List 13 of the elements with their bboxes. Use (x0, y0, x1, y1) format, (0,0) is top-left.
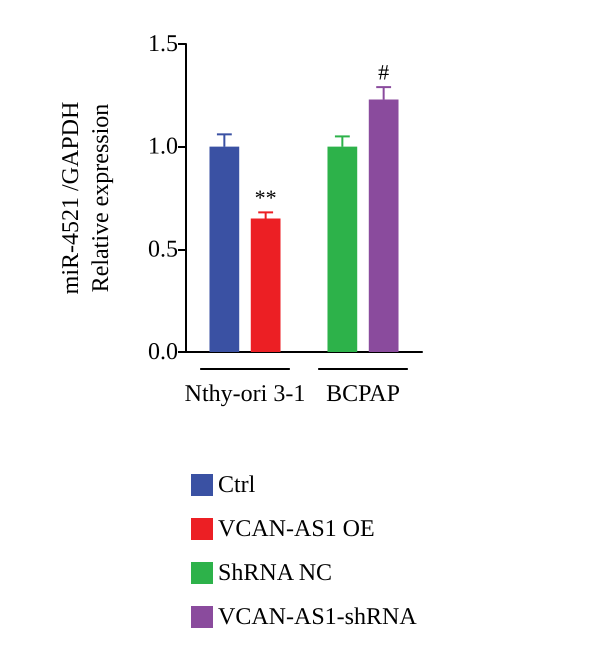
y-axis-title: miR-4521 /GAPDH Relative expression (58, 102, 114, 294)
y-tick-label: 0.5 (148, 236, 178, 262)
y-tick-label: 1.5 (148, 31, 178, 57)
legend-label: ShRNA NC (218, 560, 332, 586)
legend-label: VCAN-AS1 OE (218, 516, 375, 542)
y-tick-label: 1.0 (148, 134, 178, 160)
y-tick-label: 0.0 (148, 339, 178, 365)
data-label: ** (254, 184, 277, 210)
x-tick-label: BCPAP (326, 381, 400, 407)
legend-label: Ctrl (218, 472, 256, 498)
legend-label: VCAN-AS1-shRNA (218, 604, 418, 630)
x-tick-label: Nthy-ori 3-1 (184, 381, 306, 407)
data-label: # (378, 60, 390, 85)
